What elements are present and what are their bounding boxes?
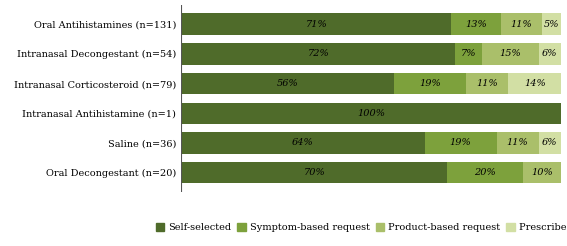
Bar: [466, 73, 508, 94]
Text: 100%: 100%: [357, 109, 386, 118]
Text: 7%: 7%: [460, 49, 476, 58]
Text: 11%: 11%: [476, 79, 498, 88]
Bar: [508, 73, 561, 94]
Text: 70%: 70%: [303, 168, 325, 177]
Text: 15%: 15%: [499, 49, 521, 58]
Text: 6%: 6%: [542, 49, 558, 58]
Legend: Self-selected, Symptom-based request, Product-based request, Prescribed treatmen: Self-selected, Symptom-based request, Pr…: [152, 219, 567, 236]
Text: 64%: 64%: [292, 138, 314, 147]
Bar: [447, 162, 523, 183]
Bar: [455, 43, 481, 64]
Text: 11%: 11%: [510, 20, 532, 29]
Text: 11%: 11%: [507, 138, 528, 147]
Bar: [181, 73, 394, 94]
Text: 20%: 20%: [475, 168, 496, 177]
Text: 71%: 71%: [306, 20, 327, 29]
Text: 72%: 72%: [307, 49, 329, 58]
Bar: [181, 132, 425, 154]
Bar: [539, 43, 561, 64]
Bar: [451, 14, 501, 35]
Bar: [501, 14, 542, 35]
Text: 5%: 5%: [544, 20, 560, 29]
Text: 6%: 6%: [542, 138, 558, 147]
Bar: [181, 43, 455, 64]
Bar: [181, 14, 451, 35]
Text: 56%: 56%: [277, 79, 299, 88]
Text: 10%: 10%: [531, 168, 553, 177]
Bar: [497, 132, 539, 154]
Bar: [481, 43, 539, 64]
Bar: [543, 14, 561, 35]
Text: 13%: 13%: [465, 20, 486, 29]
Bar: [181, 162, 447, 183]
Bar: [425, 132, 497, 154]
Bar: [181, 103, 561, 124]
Bar: [539, 132, 561, 154]
Text: 19%: 19%: [420, 79, 441, 88]
Text: 19%: 19%: [450, 138, 472, 147]
Bar: [523, 162, 561, 183]
Text: 14%: 14%: [524, 79, 545, 88]
Bar: [394, 73, 466, 94]
